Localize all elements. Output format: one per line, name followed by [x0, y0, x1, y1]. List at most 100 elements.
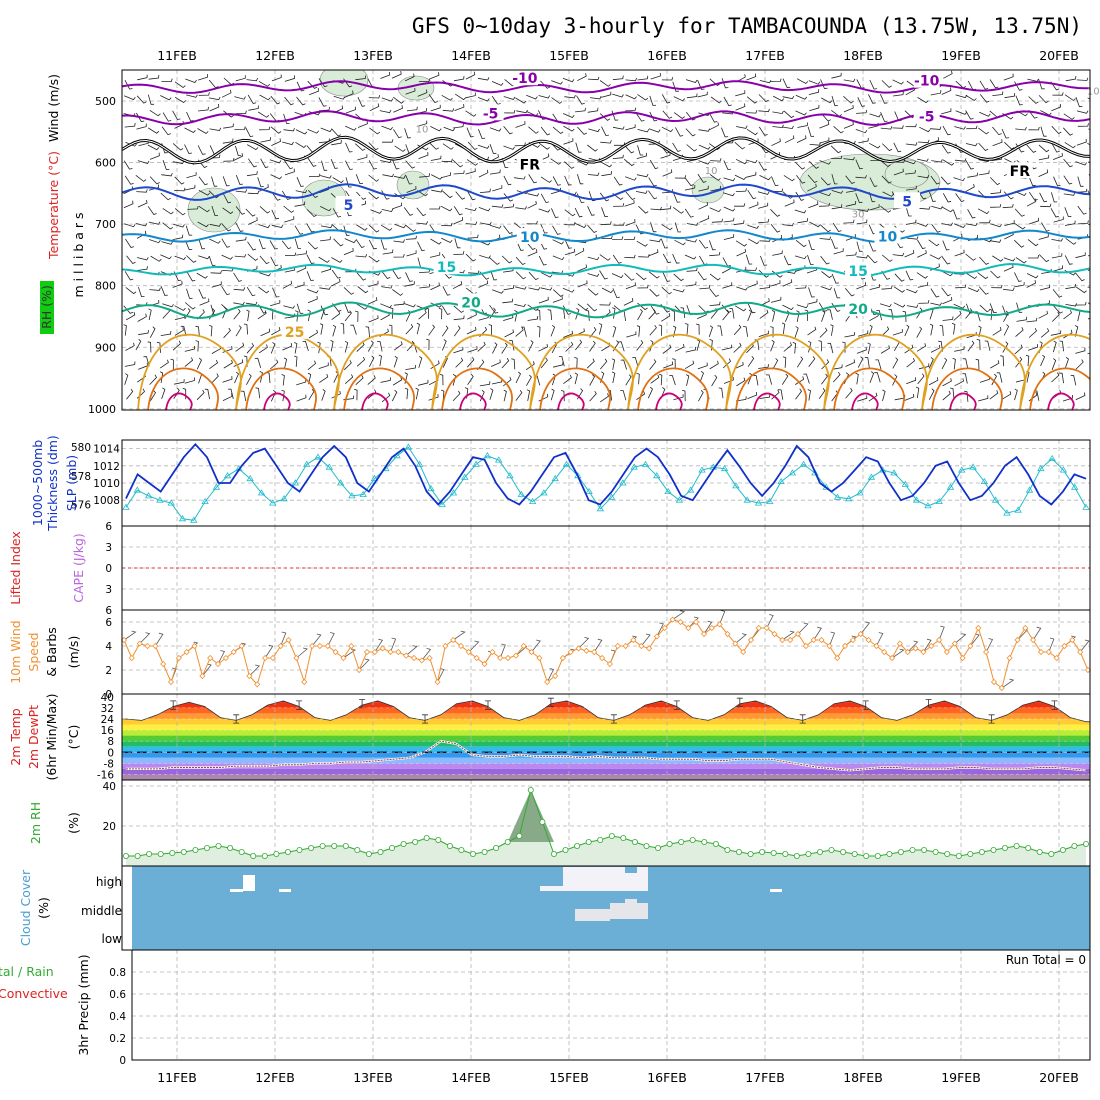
wind-barb	[1065, 303, 1078, 307]
thickness-point	[630, 463, 638, 470]
cloud-block	[770, 889, 782, 892]
wind-barb	[319, 286, 331, 290]
wind-barb	[488, 324, 493, 336]
wind-barb	[161, 241, 173, 245]
wind-barb	[503, 314, 514, 321]
wind-barb	[771, 188, 784, 192]
wind-barb	[1052, 289, 1063, 298]
wind10-point	[340, 654, 347, 662]
wind-barb	[343, 225, 350, 236]
wind-barb	[820, 177, 831, 186]
wind-barb	[587, 273, 600, 277]
wind-barb	[758, 94, 769, 103]
date-top-8: 19FEB	[941, 48, 981, 63]
wind-barb	[718, 387, 724, 399]
wind-barb	[599, 302, 611, 306]
wind-barb	[709, 122, 719, 131]
wind-barb	[441, 305, 451, 315]
wind-barb	[440, 205, 453, 212]
wind-barb	[723, 177, 736, 182]
wind-barb	[1025, 354, 1030, 367]
wind-barb	[380, 71, 391, 79]
wind-barb	[138, 329, 149, 336]
isotherm-label: 15	[437, 260, 456, 276]
wind-barb	[552, 176, 561, 186]
wind-barb	[575, 307, 580, 320]
wind-barb	[223, 123, 234, 129]
wind-barb	[820, 286, 833, 291]
wind-barb	[208, 96, 221, 101]
wind-barb	[930, 126, 942, 130]
wind-barb	[283, 305, 295, 309]
temperature-minmax	[547, 697, 554, 707]
wind-barb	[174, 81, 186, 89]
wind-barb	[404, 128, 411, 139]
wind-barb	[709, 360, 719, 370]
wind-barb	[953, 303, 966, 309]
wind-barb	[1038, 233, 1049, 240]
wind-barb	[881, 254, 893, 262]
wind-barb	[1016, 316, 1028, 322]
thickness-point	[449, 489, 458, 496]
wind10-label-2: Speed	[26, 632, 41, 671]
wind-barb	[417, 120, 428, 127]
wind-barb	[255, 387, 261, 399]
wind-barb	[174, 187, 186, 192]
wind-barb	[1003, 257, 1016, 262]
thickness-point	[901, 480, 910, 487]
wind-barb	[962, 373, 968, 384]
wind-barb	[729, 308, 735, 319]
wind-barb	[1038, 79, 1045, 90]
lifted-index-tick: 6	[105, 605, 112, 617]
wind-barb	[601, 171, 612, 177]
thickness-line	[125, 446, 1087, 521]
rh-point	[354, 847, 361, 854]
wind-barb	[892, 374, 898, 386]
thickness-point	[404, 443, 413, 450]
wind-barb	[1065, 75, 1077, 82]
wind-barb	[514, 142, 526, 147]
lifted-index-label: Lifted Index	[8, 531, 23, 605]
wind10-point	[583, 647, 590, 654]
wind-barb	[368, 191, 380, 200]
thickness-point	[969, 463, 977, 470]
isotherm-label: 10	[520, 230, 540, 246]
wind-barb	[1003, 264, 1014, 272]
wind10-point	[285, 636, 292, 644]
wind-barb	[625, 77, 637, 82]
rh2m-label: 2m RH	[28, 802, 43, 844]
wind-barb	[1038, 144, 1050, 153]
wind-barb	[587, 288, 599, 296]
wind10-point	[316, 642, 323, 650]
wind-barb	[674, 343, 685, 352]
wind-barb	[697, 173, 707, 183]
wind-barb	[270, 389, 277, 402]
wind-barb	[637, 145, 644, 156]
wind-barb	[766, 374, 773, 385]
wind10-point	[881, 648, 888, 656]
wind-barb	[965, 253, 976, 261]
wind-barb	[391, 389, 398, 402]
wind-barb	[796, 310, 800, 322]
wind-barb	[209, 359, 218, 370]
wind-barb	[294, 225, 304, 235]
wind-barb	[209, 238, 221, 244]
wind10-point	[183, 648, 190, 656]
thickness-point	[201, 497, 209, 504]
pressure-tick: 800	[95, 280, 116, 293]
thickness-point	[551, 474, 559, 482]
wind-barb	[635, 112, 645, 122]
wind-barb	[235, 206, 246, 215]
wind-barb	[465, 110, 477, 117]
wind-barb	[565, 341, 574, 352]
wind-barb	[148, 308, 152, 321]
wind10-point	[951, 640, 958, 647]
wind10-point	[1045, 648, 1052, 656]
wind-barb	[209, 325, 213, 337]
wind-barb	[355, 174, 363, 185]
rh-area	[126, 790, 1086, 866]
wind-barb	[125, 311, 136, 321]
wind-barb	[392, 202, 403, 210]
wind-barb	[210, 270, 222, 274]
